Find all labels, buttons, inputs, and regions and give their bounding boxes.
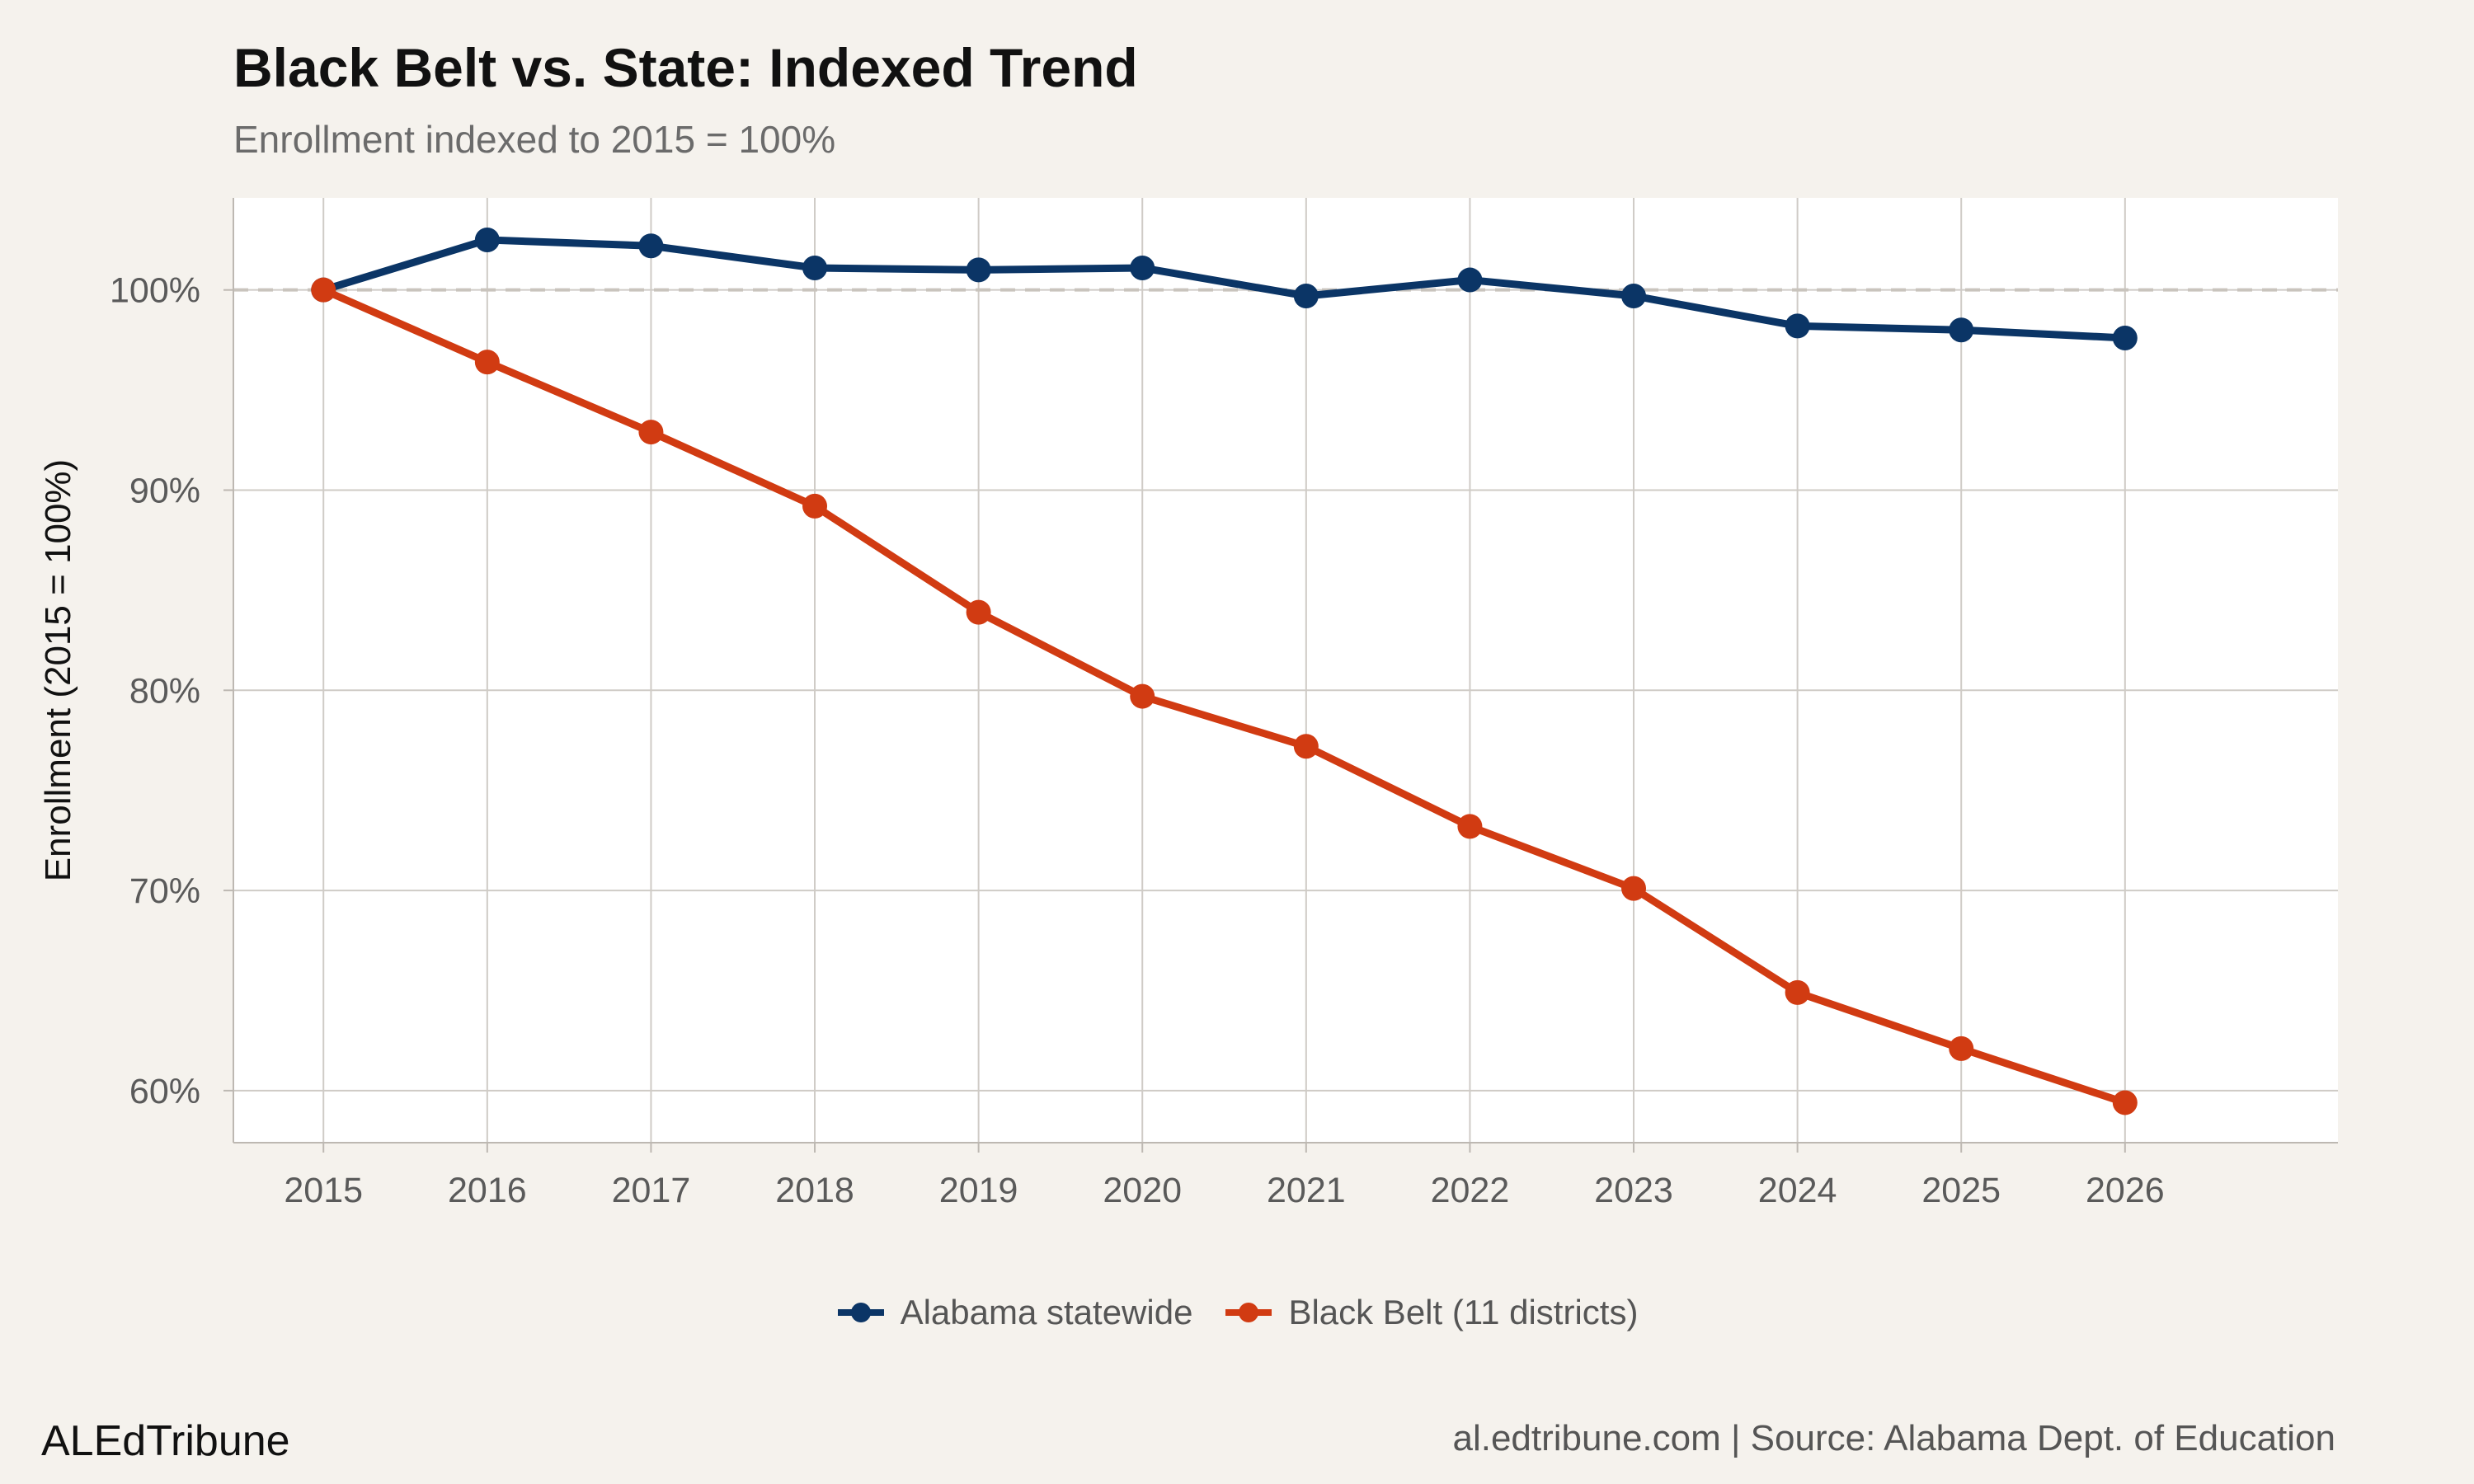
series-line-statewide	[319, 236, 2129, 342]
legend-label-black-belt: Black Belt (11 districts)	[1288, 1293, 1639, 1331]
x-tick-label-2021: 2021	[1267, 1171, 1346, 1210]
point-black-belt-2019	[966, 599, 991, 625]
axes	[233, 198, 2338, 1144]
series-line-black-belt	[319, 286, 2129, 1106]
x-tick-label-2018: 2018	[775, 1171, 854, 1210]
point-black-belt-2022	[1457, 814, 1483, 839]
x-tick-label-2026: 2026	[2086, 1171, 2165, 1210]
point-black-belt-2015	[311, 277, 336, 303]
legend-item-black-belt: Black Belt (11 districts)	[1224, 1293, 1638, 1332]
point-black-belt-2024	[1785, 979, 1810, 1005]
point-black-belt-2021	[1293, 734, 1319, 759]
legend-item-statewide: Alabama statewide	[836, 1293, 1193, 1332]
point-statewide-2016	[474, 227, 500, 252]
point-statewide-2018	[802, 255, 828, 280]
x-tick-label-2020: 2020	[1103, 1171, 1182, 1210]
y-tick-label-90: 90%	[129, 471, 200, 510]
point-black-belt-2026	[2112, 1090, 2138, 1115]
point-statewide-2026	[2112, 325, 2138, 350]
x-tick-label-2022: 2022	[1431, 1171, 1510, 1210]
point-black-belt-2023	[1621, 876, 1647, 901]
point-statewide-2021	[1293, 283, 1319, 308]
x-tick-label-2015: 2015	[284, 1171, 363, 1210]
point-black-belt-2020	[1130, 683, 1155, 709]
y-tick-label-100: 100%	[110, 271, 200, 311]
point-statewide-2017	[638, 233, 664, 259]
point-statewide-2022	[1457, 267, 1483, 293]
legend-label-statewide: Alabama statewide	[900, 1293, 1193, 1331]
x-tick-label-2023: 2023	[1594, 1171, 1673, 1210]
legend-key-statewide	[837, 1303, 884, 1322]
y-tick-label-80: 80%	[129, 671, 200, 711]
point-black-belt-2025	[1949, 1036, 1974, 1061]
x-tick-label-2017: 2017	[612, 1171, 691, 1210]
x-tick-label-2025: 2025	[1921, 1171, 2001, 1210]
point-black-belt-2017	[638, 420, 664, 445]
legend-key-black-belt	[1225, 1303, 1272, 1322]
legend: Alabama statewide Black Belt (11 distric…	[0, 1293, 2474, 1332]
point-statewide-2019	[966, 257, 991, 283]
point-statewide-2023	[1621, 283, 1647, 308]
point-black-belt-2018	[802, 493, 828, 519]
tick-labels: 2015 2016 2017 2018 2019 2020 2021 2022 2023 2024…	[110, 271, 2165, 1210]
point-statewide-2024	[1785, 313, 1810, 339]
plot-area	[233, 198, 2338, 1143]
brand-logo-text: ALEdTribune	[41, 1417, 290, 1465]
point-black-belt-2016	[474, 350, 500, 375]
point-statewide-2025	[1949, 317, 1974, 343]
x-tick-label-2016: 2016	[448, 1171, 527, 1210]
source-credit: al.edtribune.com | Source: Alabama Dept.…	[1452, 1418, 2335, 1458]
x-tick-label-2019: 2019	[939, 1171, 1018, 1210]
series-group	[311, 227, 2138, 1115]
chart-subtitle: Enrollment indexed to 2015 = 100%	[233, 118, 836, 161]
grid-lines	[223, 198, 2338, 1153]
x-tick-label-2024: 2024	[1758, 1171, 1837, 1210]
chart-title: Black Belt vs. State: Indexed Trend	[233, 37, 1138, 98]
point-statewide-2020	[1130, 255, 1155, 280]
y-tick-label-60: 60%	[129, 1072, 200, 1111]
y-tick-label-70: 70%	[129, 871, 200, 911]
y-axis-label: Enrollment (2015 = 100%)	[38, 459, 78, 881]
